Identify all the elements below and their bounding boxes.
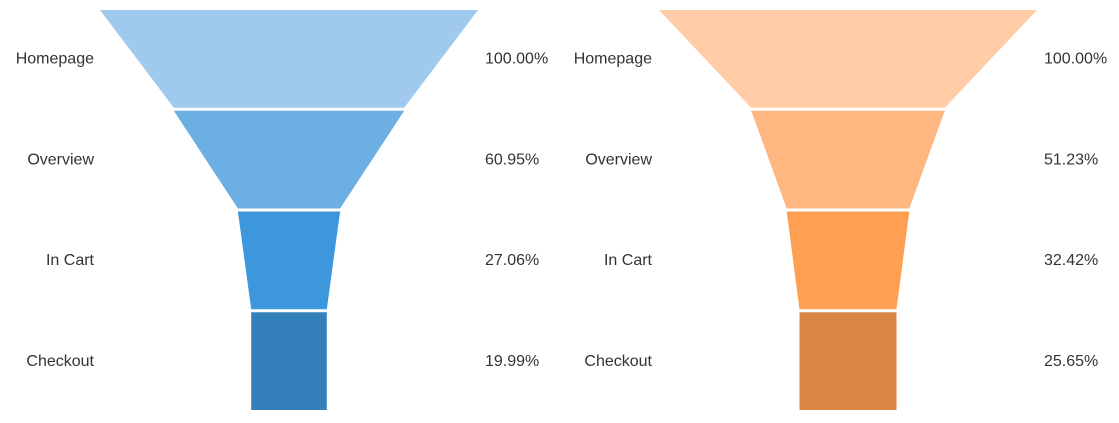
stage-label: Overview bbox=[27, 151, 94, 168]
stage-label: Checkout bbox=[584, 353, 652, 370]
funnel-chart-2: Homepage 100.00% Overview 51.23% In Cart 32.4… bbox=[574, 10, 1107, 410]
funnel-segment-overview[interactable] bbox=[173, 110, 405, 209]
percentage-label: 19.99% bbox=[485, 353, 539, 370]
percentage-label: 25.65% bbox=[1044, 353, 1098, 370]
funnel-chart-1: Homepage 100.00% Overview 60.95% In Cart 27.0… bbox=[16, 10, 548, 410]
percentage-label: 32.42% bbox=[1044, 252, 1098, 269]
percentage-label: 27.06% bbox=[485, 252, 539, 269]
funnel-segment-homepage[interactable] bbox=[659, 10, 1037, 108]
funnel-segment-in-cart[interactable] bbox=[786, 211, 910, 310]
percentage-label: 60.95% bbox=[485, 151, 539, 168]
stage-label: Checkout bbox=[26, 353, 94, 370]
percentage-label: 100.00% bbox=[485, 51, 548, 68]
funnel-segment-overview[interactable] bbox=[751, 110, 945, 209]
percentage-label: 100.00% bbox=[1044, 51, 1107, 68]
funnel-segment-checkout[interactable] bbox=[799, 312, 897, 410]
funnel-segment-checkout[interactable] bbox=[251, 312, 327, 410]
stage-label: Overview bbox=[585, 151, 652, 168]
stage-label: In Cart bbox=[604, 252, 653, 269]
stage-label: In Cart bbox=[46, 252, 95, 269]
funnel-segment-in-cart[interactable] bbox=[237, 211, 341, 310]
stage-label: Homepage bbox=[16, 51, 94, 68]
funnel-segment-homepage[interactable] bbox=[100, 10, 478, 108]
percentage-label: 51.23% bbox=[1044, 151, 1098, 168]
stage-label: Homepage bbox=[574, 51, 652, 68]
